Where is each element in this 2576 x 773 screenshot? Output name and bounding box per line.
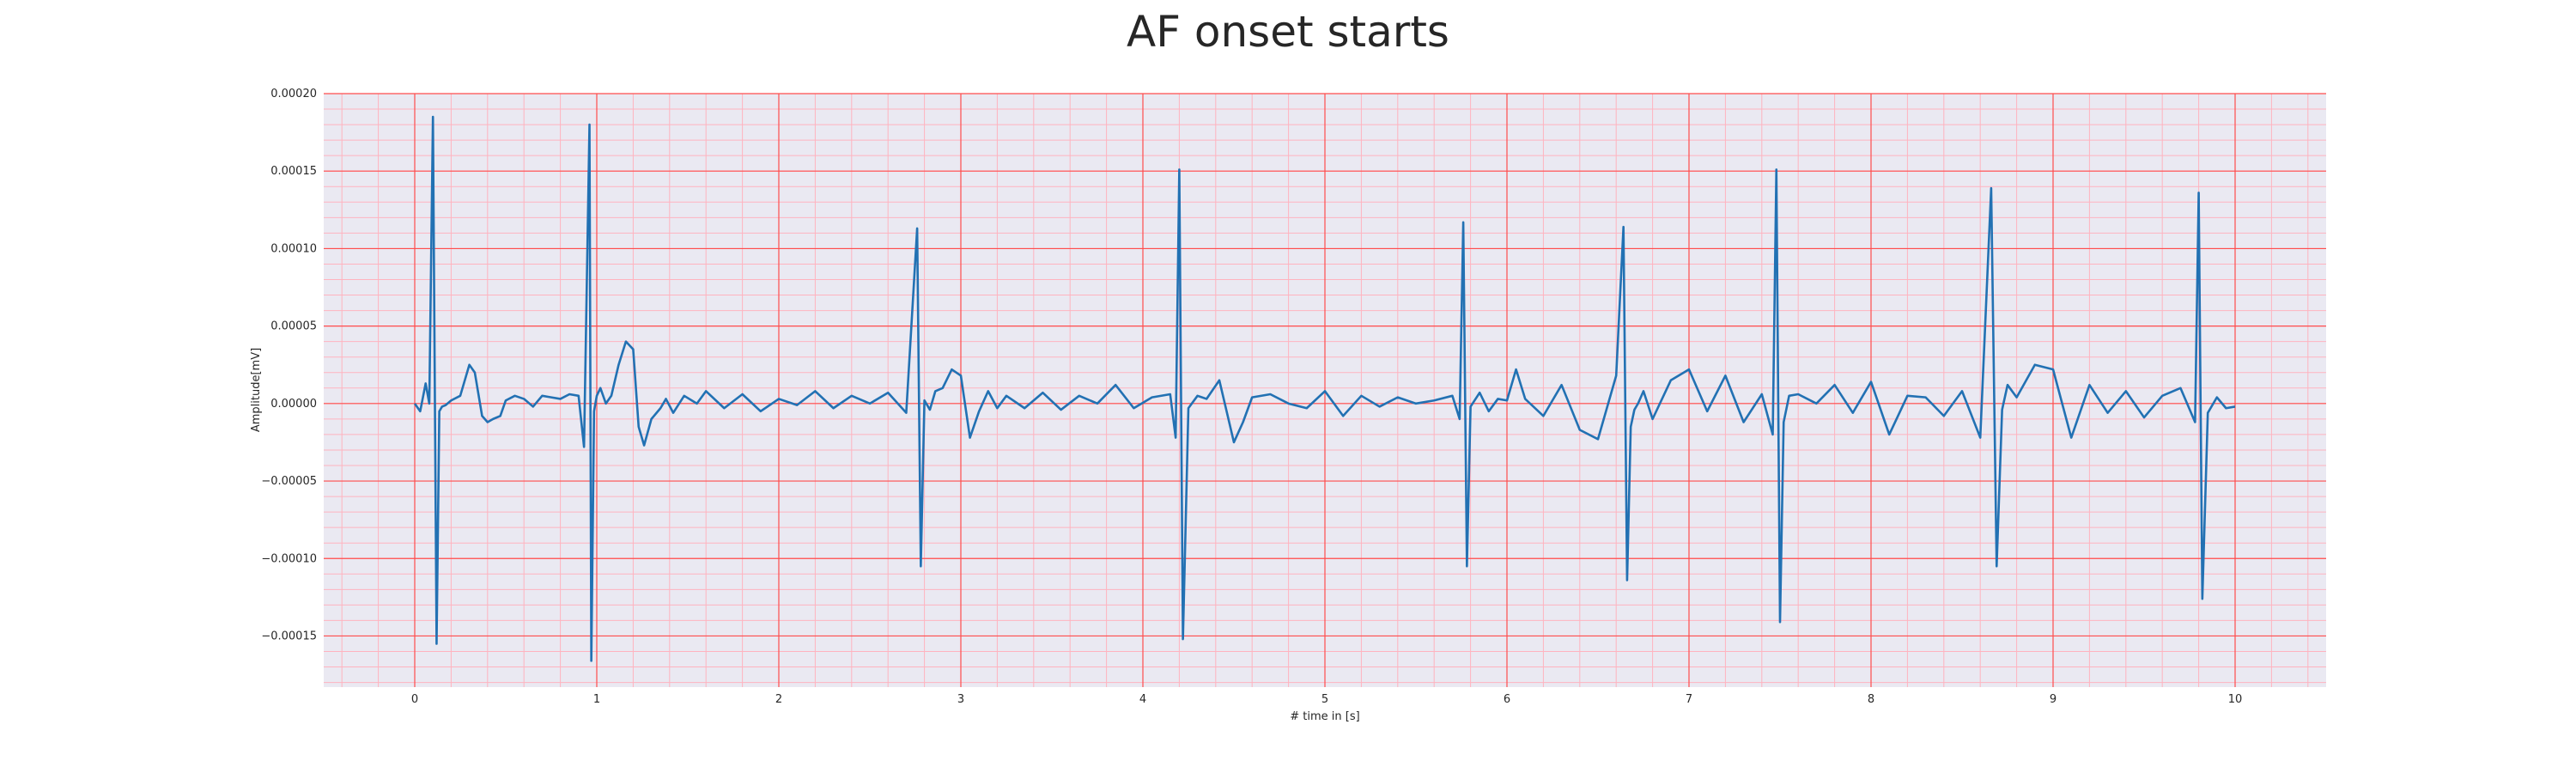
x-axis-ticks: 0 1 2 3 4 5 6 7 8 9 10	[411, 693, 2242, 706]
x-tick-label: 0	[411, 693, 418, 706]
y-tick-label: −0.00015	[261, 630, 317, 642]
y-tick-label: 0.00015	[270, 165, 317, 178]
series-layer	[413, 115, 2236, 662]
y-tick-label: −0.00005	[261, 475, 317, 488]
x-tick-label: 9	[2050, 693, 2057, 706]
y-tick-label: 0.00010	[270, 242, 317, 255]
x-tick-label: 8	[1868, 693, 1874, 706]
chart-title: AF onset starts	[1127, 7, 1449, 57]
x-tick-label: 5	[1321, 693, 1328, 706]
x-tick-label: 6	[1504, 693, 1510, 706]
x-tick-label: 10	[2228, 693, 2243, 706]
x-tick-label: 1	[593, 693, 600, 706]
x-tick-label: 7	[1686, 693, 1692, 706]
x-tick-label: 2	[775, 693, 782, 706]
y-axis-label: Amplitude[mV]	[250, 348, 263, 432]
y-tick-label: 0.00020	[270, 88, 317, 100]
y-tick-label: 0.00005	[270, 320, 317, 333]
x-axis-label: # time in [s]	[1290, 710, 1359, 723]
ecg-signal-line	[413, 115, 2236, 662]
x-tick-label: 4	[1139, 693, 1146, 706]
x-tick-label: 3	[957, 693, 964, 706]
y-axis-ticks: −0.00015 −0.00010 −0.00005 0.00000 0.00005 0.…	[261, 88, 317, 642]
y-tick-label: 0.00000	[270, 398, 317, 411]
y-tick-label: −0.00010	[261, 552, 317, 565]
